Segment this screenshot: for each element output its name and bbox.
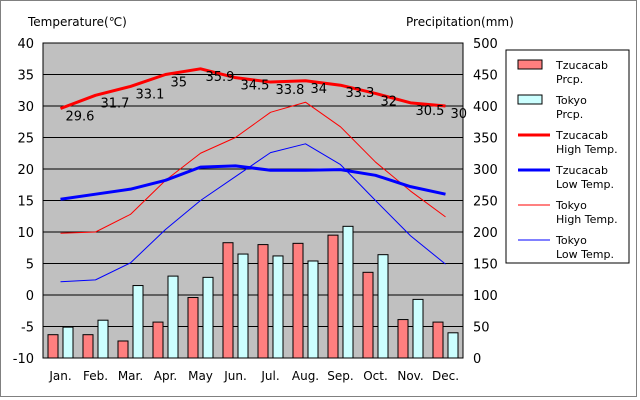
temp-tick-label: 15 <box>17 195 34 210</box>
precip-bar-tokyo <box>447 332 459 359</box>
precip-bar-tzucacab <box>152 321 164 359</box>
precip-tick-label: 250 <box>473 195 498 210</box>
precip-bar-tzucacab <box>362 271 374 359</box>
high-temp-data-label: 35 <box>171 76 188 91</box>
high-temp-data-label: 31.7 <box>101 96 130 111</box>
month-label: Aug. <box>292 369 319 383</box>
high-temp-data-label: 33.1 <box>136 87 165 102</box>
precip-tick-label: 400 <box>473 100 498 115</box>
precip-tick-label: 450 <box>473 69 498 84</box>
precip-bar-tokyo <box>97 319 109 359</box>
month-label: Nov. <box>397 369 423 383</box>
high-temp-data-label: 30.5 <box>416 104 445 119</box>
legend-label: High Temp. <box>556 143 618 156</box>
precip-tick-label: 200 <box>473 226 498 241</box>
temp-line-tokyo-low-temp <box>60 143 446 283</box>
precip-tick-label: 300 <box>473 163 498 178</box>
precip-bar-tzucacab <box>82 334 94 359</box>
temp-tick-label: -5 <box>21 321 34 336</box>
precip-bar-tzucacab <box>117 340 129 359</box>
temp-tick-label: 35 <box>17 69 34 84</box>
high-temp-data-label: 33.8 <box>276 83 305 98</box>
legend-swatch <box>517 59 543 70</box>
temp-tick-label: -10 <box>13 352 34 367</box>
legend-label: Low Temp. <box>556 248 614 261</box>
precip-tick-label: 350 <box>473 132 498 147</box>
legend-label: Tzucacab <box>555 59 608 72</box>
precip-tick-label: 500 <box>473 37 498 52</box>
precip-tick-label: 0 <box>473 352 481 367</box>
legend-label: Low Temp. <box>556 178 614 191</box>
month-label: May <box>188 369 213 383</box>
legend-label: Tokyo <box>555 234 587 247</box>
month-label: Jul. <box>260 369 279 383</box>
temp-line-tokyo-high-temp <box>60 101 446 234</box>
month-label: Jun. <box>223 369 247 383</box>
high-temp-data-label: 32 <box>381 94 398 109</box>
right-axis-label: Precipitation(mm) <box>406 15 514 29</box>
precip-bar-tokyo <box>237 253 249 359</box>
month-label: Mar. <box>118 369 143 383</box>
left-axis-label: Temperature(℃) <box>27 15 127 29</box>
precip-tick-label: 50 <box>473 321 490 336</box>
legend-label: Prcp. <box>556 108 583 121</box>
precip-bar-tokyo <box>307 260 319 359</box>
temp-tick-label: 20 <box>17 163 34 178</box>
precip-tick-label: 100 <box>473 289 498 304</box>
high-temp-data-label: 34.5 <box>241 79 270 94</box>
plot-frame <box>42 42 464 359</box>
legend-label: High Temp. <box>556 213 618 226</box>
temp-line-tzucacab-high-temp <box>59 67 446 110</box>
high-temp-data-label: 30 <box>451 107 468 122</box>
legend-label: Tokyo <box>555 94 587 107</box>
precip-bar-tokyo <box>132 285 144 359</box>
precip-bar-tokyo <box>342 225 354 359</box>
temp-tick-label: 40 <box>17 37 34 52</box>
month-label: Dec. <box>432 369 459 383</box>
precip-tick-label: 150 <box>473 258 498 273</box>
temp-tick-label: 30 <box>17 100 34 115</box>
temp-tick-label: 25 <box>17 132 34 147</box>
high-temp-data-label: 35.9 <box>206 70 235 85</box>
precip-bar-tokyo <box>167 275 179 359</box>
plot-area: 29.6 31.7 33.1 35 35.9 34.5 33.8 34 33.3 32 30.5 30… <box>13 37 498 383</box>
month-label: Sep. <box>327 369 353 383</box>
temp-tick-label: 0 <box>26 289 34 304</box>
precip-bar-tokyo <box>377 254 389 359</box>
legend-label: Tokyo <box>555 199 587 212</box>
high-temp-data-label: 33.3 <box>346 86 375 101</box>
temp-tick-label: 5 <box>26 258 34 273</box>
high-temp-data-label: 34 <box>311 82 328 97</box>
precip-bar-tzucacab <box>397 319 409 359</box>
precip-bar-tzucacab <box>292 242 304 359</box>
month-label: Jan. <box>48 369 71 383</box>
temp-tick-label: 10 <box>17 226 34 241</box>
precip-bar-tzucacab <box>432 321 444 359</box>
temp-line-tzucacab-low-temp <box>60 164 446 201</box>
month-label: Oct. <box>363 369 388 383</box>
legend-swatch <box>517 94 543 105</box>
legend-label: Tzucacab <box>555 129 608 142</box>
precip-bar-tokyo <box>202 276 214 359</box>
precip-bar-tokyo <box>412 298 424 359</box>
precip-bar-tokyo <box>62 326 74 359</box>
precip-bar-tokyo <box>272 255 284 359</box>
precip-bar-tzucacab <box>47 334 59 359</box>
precip-bar-tzucacab <box>187 297 199 359</box>
legend-box <box>505 49 630 264</box>
precip-bar-tzucacab <box>222 242 234 359</box>
precip-bar-tzucacab <box>327 234 339 359</box>
high-temp-data-label: 29.6 <box>66 110 95 125</box>
precip-bar-tzucacab <box>257 244 269 359</box>
month-label: Apr. <box>154 369 177 383</box>
legend-label: Prcp. <box>556 73 583 86</box>
month-label: Feb. <box>83 369 108 383</box>
legend-label: Tzucacab <box>555 164 608 177</box>
